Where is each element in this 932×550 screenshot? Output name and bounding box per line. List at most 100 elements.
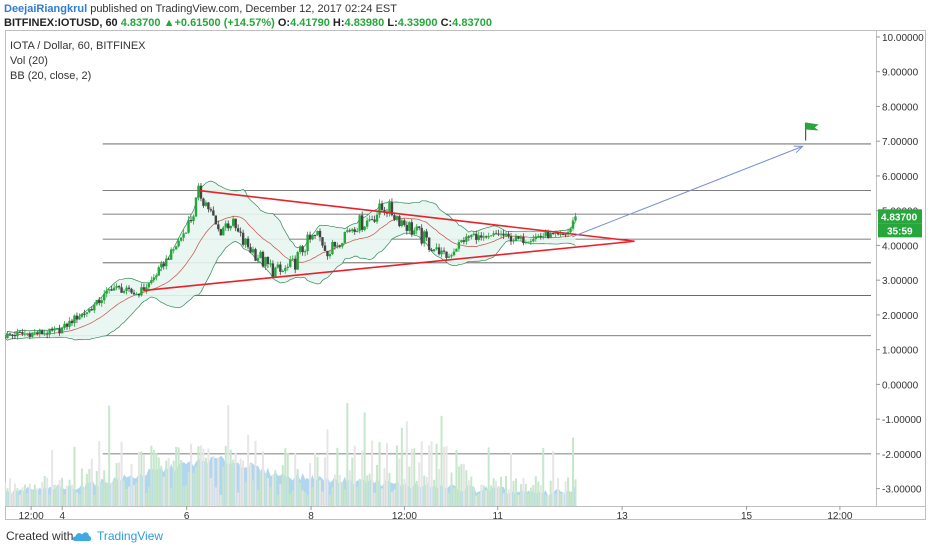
candle-body [368,219,371,221]
candle-body [484,236,488,238]
volume-bar [150,445,153,506]
volume-bar [88,469,91,506]
candle-body [544,232,547,237]
candle-body [107,289,111,291]
candle-body [311,234,314,240]
volume-bar [457,466,460,506]
candle-body [254,249,257,261]
projection-arrow[interactable] [572,122,819,238]
volume-bar [423,475,426,506]
volume-bar [393,489,396,506]
volume-bar [361,450,364,506]
volume-bar [492,478,495,506]
volume-bar [93,494,96,506]
created-with-label: Created with [6,529,74,543]
candle-body [561,233,565,235]
candle-body [420,227,423,244]
candle-body [519,236,523,239]
volume-bar [56,486,59,506]
volume-bar [157,457,160,506]
volume-bar [68,479,71,506]
candle-body [341,243,344,247]
volume-bar [212,456,215,506]
time-axis[interactable]: 12:00 4 6 8 12:00 11 13 15 12:00 [19,506,853,522]
volume-bar [199,445,202,506]
volume-bar [408,466,411,506]
volume-bar [85,473,88,506]
legend-volume[interactable]: Vol (20) [10,55,48,67]
candle-body [351,229,354,232]
volume-bar [259,470,262,506]
candle-body [499,233,503,235]
candle-body [507,233,510,237]
chart-frame[interactable]: 10.000009.000008.000007.000006.000005.00… [4,30,926,522]
candle-body [447,256,451,258]
volume-bar [378,442,381,506]
volume-bar [152,449,155,506]
candle-body [457,242,461,249]
volume-bar [465,470,468,506]
countdown-badge [878,223,922,238]
candle-body [410,222,413,235]
triangle-trendlines[interactable] [143,189,635,292]
candle-body [547,232,550,238]
close-value: 4.83700 [452,17,492,29]
candle-body [261,251,265,267]
candle-body [383,209,386,213]
candle-body [413,230,416,235]
candle-body [199,185,203,199]
candle-body [31,332,34,337]
volume-bar [539,485,542,506]
candle-body [115,286,118,288]
candle-body [251,249,255,253]
candle-body [120,287,123,293]
time-axis-label: 12:00 [392,511,417,520]
price-axis-label: 6.00000 [882,172,919,183]
volume-bar [294,453,297,506]
volume-bar [291,490,294,506]
tradingview-brand-link[interactable]: TradingView [97,529,164,543]
volume-bar [4,482,6,506]
volume-bar [572,437,575,506]
candle-body [512,240,515,242]
candle-body [60,327,64,334]
author-link[interactable]: DeejaiRiangkrul [4,3,88,15]
volume-bar [487,447,490,506]
volume-bar [256,489,259,506]
candle-body [65,323,69,327]
candle-body [554,232,557,234]
volume-bar [11,492,14,506]
volume-bar [222,466,225,506]
volume-bar [252,480,255,506]
candle-body [68,320,71,327]
candle-body [551,233,555,235]
open-value: 4.41790 [290,17,330,29]
volume-bar [383,468,386,506]
symbol-name[interactable]: BITFINEX:IOTUSD, 60 [4,17,118,29]
volume-bar [304,491,307,506]
volume-bar [519,484,522,506]
volume-bar [192,473,195,506]
volume-bar [249,464,252,506]
chart-canvas[interactable]: 10.000009.000008.000007.000006.000005.00… [4,30,926,522]
volume-bar [385,443,388,506]
volume-bar [418,462,421,506]
volume-bar [204,457,207,506]
volume-bar [227,405,230,506]
candle-body [224,223,227,228]
last-price-badge-text: 4.83700 [881,212,918,223]
volume-bar [351,457,354,506]
volume-bar [336,447,339,506]
candle-body [160,263,163,268]
candle-body [192,216,195,222]
legend-title[interactable]: IOTA / Dollar, 60, BITFINEX [10,40,146,52]
volume-bar [529,487,532,506]
volume-bar [472,487,475,506]
candle-body [53,329,56,331]
candle-body [338,245,342,247]
volume-bar [239,458,242,506]
candle-body [380,203,384,210]
volume-bar [118,462,121,506]
legend-bollinger[interactable]: BB (20, close, 2) [10,70,91,82]
low-label: L: [387,17,398,29]
